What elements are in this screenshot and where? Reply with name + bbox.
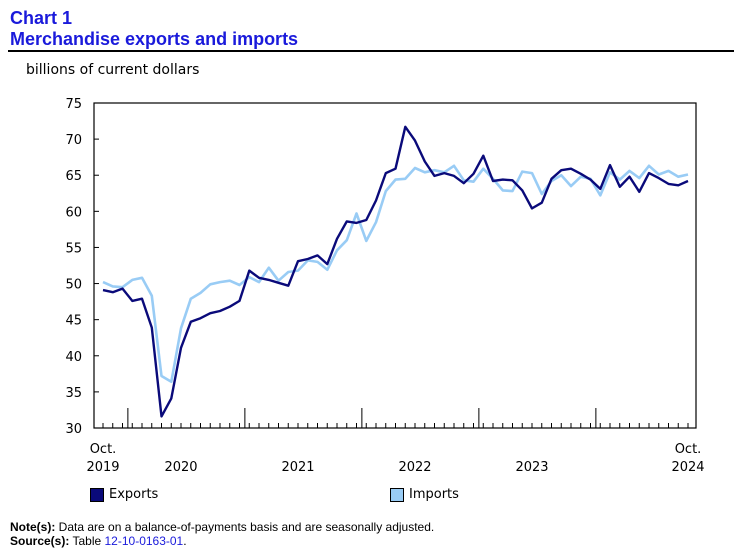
x-tick-label: 2022	[398, 460, 431, 475]
y-tick-label: 55	[65, 241, 82, 256]
note-label: Note(s):	[10, 520, 56, 534]
y-axis: 30 35 40 45 50 55 60 65 70 75	[65, 97, 99, 437]
note-line: Note(s): Data are on a balance-of-paymen…	[10, 520, 434, 534]
legend-exports-label: Exports	[109, 487, 159, 502]
x-tick-label: Oct.	[90, 442, 117, 457]
x-axis: Oct. 2019 2020 2021 2022 2023 Oct. 2024	[86, 408, 705, 475]
imports-line	[102, 164, 689, 384]
y-tick-label: 65	[65, 169, 82, 184]
x-tick-label: 2024	[671, 460, 704, 475]
plot-frame	[93, 102, 697, 429]
units-label: billions of current dollars	[26, 62, 200, 78]
x-tick-label: Oct.	[675, 442, 702, 457]
footnotes: Note(s): Data are on a balance-of-paymen…	[10, 520, 434, 548]
source-table-link[interactable]: 12-10-0163-01	[104, 534, 184, 548]
source-prefix: Table	[72, 534, 105, 548]
legend-imports-label: Imports	[409, 487, 459, 502]
y-tick-label: 75	[65, 97, 82, 112]
x-tick-label: 2019	[86, 460, 119, 475]
x-tick-label: 2021	[281, 460, 314, 475]
note-text: Data are on a balance-of-payments basis …	[58, 520, 435, 534]
y-tick-label: 40	[65, 350, 82, 365]
chart-title-block: Chart 1 Merchandise exports and imports	[10, 8, 298, 50]
y-tick-label: 60	[65, 205, 82, 220]
exports-swatch	[90, 487, 104, 502]
y-tick-label: 45	[65, 314, 82, 329]
imports-swatch	[390, 487, 404, 502]
x-tick-label: 2023	[515, 460, 548, 475]
source-label: Source(s):	[10, 534, 70, 548]
chart-label: Chart 1	[10, 8, 73, 28]
source-suffix: .	[183, 534, 187, 548]
x-tick-label: 2020	[164, 460, 197, 475]
y-tick-label: 70	[65, 133, 82, 148]
y-tick-label: 50	[65, 278, 82, 293]
y-tick-label: 35	[65, 386, 82, 401]
y-tick-label: 30	[65, 422, 82, 437]
exports-line	[102, 125, 689, 418]
series-layer	[102, 125, 689, 418]
chart-title: Merchandise exports and imports	[10, 29, 299, 49]
source-line: Source(s): Table 12-10-0163-01.	[10, 534, 434, 548]
legend-imports: Imports	[390, 487, 459, 502]
title-divider	[8, 50, 734, 52]
legend-exports: Exports	[90, 487, 158, 502]
